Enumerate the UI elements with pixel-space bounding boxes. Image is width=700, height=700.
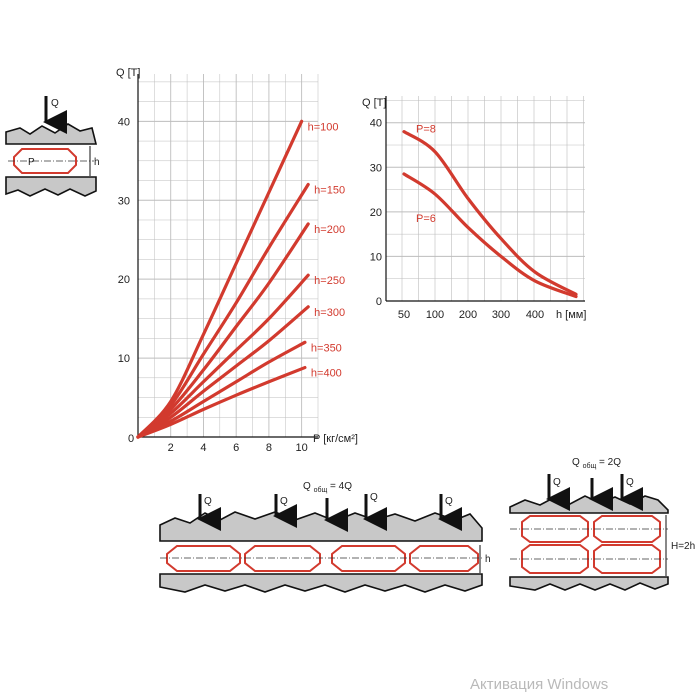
chart1-series-label: h=200 (314, 224, 345, 236)
chart2-x-tick-label: 300 (492, 309, 510, 321)
chart1-y-tick-label: 20 (118, 274, 130, 286)
chart2-grid (386, 96, 585, 301)
stack-top-plate (509, 495, 669, 514)
chart1-series-label: h=350 (311, 342, 342, 354)
force-label: Q (51, 98, 59, 109)
chart-q-vs-p: 2 4 6 8 10 10 20 30 40 h=100 h=150 h=200 h=250 h=300… (116, 67, 358, 454)
chart1-series-label: h=300 (314, 307, 345, 319)
chart1-series-line (136, 222, 310, 439)
stack-force-label-2: Q (626, 477, 634, 488)
chart1-x-tick-label: 2 (168, 442, 174, 454)
chart1-axes (137, 74, 318, 438)
height-label: h (94, 157, 100, 168)
chart2-series-label: P=6 (416, 213, 436, 225)
row-force-label-1: Q (204, 496, 212, 507)
chart1-series: h=100 h=150 h=200 h=250 h=300 h=350 h=400 (136, 119, 345, 439)
chart2-series: P=8 P=6 (402, 124, 578, 299)
chart2-x-axis-label: h [мм] (556, 309, 586, 321)
chart1-x-tick-label: 10 (296, 442, 308, 454)
chart1-y-tick-label: 30 (118, 195, 130, 207)
chart2-axes (385, 96, 585, 302)
chart1-x-axis-label: P [кг/см²] (313, 433, 358, 445)
pressure-label: P (28, 157, 35, 168)
row-force-label-4: Q (445, 496, 453, 507)
stack-total-label: Q общ = 2Q (572, 457, 621, 471)
chart2-y-tick-label: 10 (370, 251, 382, 263)
chart2-x-tick-label: 100 (426, 309, 444, 321)
top-plate (5, 123, 98, 145)
chart1-x-tick-label: 8 (266, 442, 272, 454)
row-top-plate (159, 511, 483, 542)
chart1-series-line (136, 119, 304, 439)
chart2-y-tick-label: 20 (370, 207, 382, 219)
row-bottom-plate (159, 573, 483, 593)
chart2-tick-labels: 50 100 200 300 400 0 10 20 30 40 (370, 118, 544, 321)
chart2-x-tick-label: 50 (398, 309, 410, 321)
stack-height-label: H=2h (671, 541, 695, 552)
chart1-y-tick-label: 40 (118, 116, 130, 128)
chart1-origin-label: 0 (128, 433, 134, 445)
stack-total-symbol: Q (572, 457, 580, 468)
chart1-y-tick-label: 10 (118, 353, 130, 365)
row-height-label: h (485, 554, 491, 565)
chart1-series-label: h=250 (314, 275, 345, 287)
chart1-series-line (136, 365, 307, 439)
chart2-y-tick-label: 0 (376, 296, 382, 308)
row-total-value: = 4Q (330, 481, 352, 492)
diagram-stacked-cushions: Q Q Q общ = 2Q H=2h (509, 457, 695, 591)
chart1-x-tick-label: 6 (233, 442, 239, 454)
chart1-series-line (136, 340, 307, 439)
chart1-series-label: h=100 (308, 121, 339, 133)
row-force-label-2: Q (280, 496, 288, 507)
stack-force-label-1: Q (553, 477, 561, 488)
stack-total-value: = 2Q (599, 457, 621, 468)
chart2-y-tick-label: 40 (370, 118, 382, 130)
chart2-series-label: P=8 (416, 124, 436, 136)
chart1-series-line (136, 182, 310, 439)
chart2-y-tick-label: 30 (370, 162, 382, 174)
stack-total-subscript: общ (583, 462, 597, 470)
stack-bottom-plate (509, 576, 669, 591)
chart-q-vs-h: 50 100 200 300 400 0 10 20 30 40 P=8 P=6 Q [T] h [… (362, 96, 586, 321)
row-cushions (166, 545, 479, 572)
row-total-subscript: общ (314, 486, 328, 494)
chart2-series-line (402, 172, 578, 299)
chart1-series-label: h=400 (311, 368, 342, 380)
bottom-plate (5, 176, 97, 197)
chart2-x-tick-label: 200 (459, 309, 477, 321)
row-total-symbol: Q (303, 481, 311, 492)
chart2-y-axis-label: Q [T] (362, 97, 386, 109)
chart2-x-tick-label: 400 (526, 309, 544, 321)
chart1-tick-labels: 2 4 6 8 10 10 20 30 40 (118, 116, 308, 454)
chart1-series-line (136, 305, 310, 439)
diagram-single-cushion: Q P h (5, 96, 100, 197)
windows-activation-watermark: Активация Windows (470, 676, 609, 693)
chart1-grid (138, 74, 319, 437)
chart1-y-axis-label: Q [T] (116, 67, 140, 79)
chart1-x-tick-label: 4 (200, 442, 206, 454)
diagram-row-cushions: Q Q Q Q Q общ = 4Q h (159, 481, 491, 593)
stack-cushions (521, 515, 661, 574)
chart2-series-line (402, 130, 578, 296)
chart1-series-line (136, 273, 310, 439)
row-force-label-3: Q (370, 492, 378, 503)
row-total-label: Q общ = 4Q (303, 481, 352, 495)
chart1-series-label: h=150 (314, 184, 345, 196)
